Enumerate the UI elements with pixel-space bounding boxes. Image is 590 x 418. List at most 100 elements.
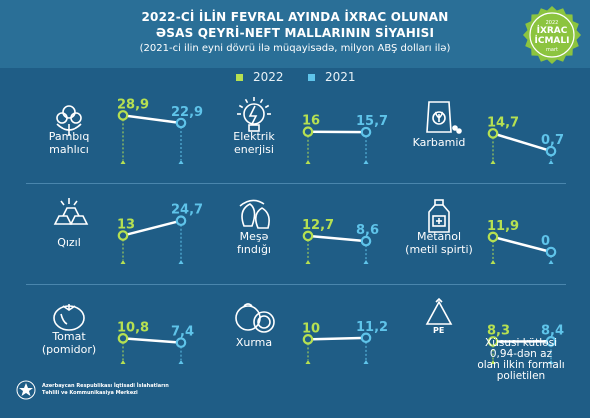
base-marker-2022-1 — [305, 160, 311, 164]
base-marker-2021-7 — [363, 360, 369, 364]
point-2021-8 — [545, 336, 557, 347]
lightbulb-icon — [237, 97, 271, 132]
footer-org-line1: Azərbaycan Respublikası İqtisadi İslahat… — [42, 383, 169, 389]
item-label-4: Meşə fındığı — [237, 229, 271, 256]
base-marker-2021-3 — [178, 260, 184, 264]
base-marker-2021-6 — [178, 360, 184, 364]
bottle-icon — [428, 199, 450, 233]
base-marker-2022-7 — [305, 360, 311, 364]
point-2022-4 — [302, 230, 314, 242]
state-emblem-icon — [16, 380, 36, 400]
series-line-0 — [122, 114, 182, 125]
legend-swatch-2022 — [236, 73, 243, 81]
base-marker-2022-6 — [120, 360, 126, 364]
base-marker-2022-8 — [490, 360, 496, 364]
value-label-2022-5: 11,9 — [487, 219, 519, 234]
badge-year: 2022 — [545, 20, 559, 26]
point-2022-8 — [487, 336, 499, 347]
value-label-2022-8: 8,3 — [487, 323, 510, 338]
base-marker-2022-0 — [120, 160, 126, 164]
item-label-8: Xüsusi kütləsi 0,94-dən az olan ilkin fo… — [477, 337, 565, 382]
item-label-3: Qızıl — [57, 236, 81, 249]
series-line-5 — [492, 235, 552, 254]
badge-seal-icon — [523, 6, 581, 64]
point-2021-3 — [175, 215, 187, 227]
series-line-6 — [122, 337, 182, 344]
page-title-line2: ƏSAS QEYRİ-NEFT MALLARININ SİYAHISI — [155, 26, 435, 40]
legend-item-2021: 2021 — [308, 70, 356, 84]
item-label-5: Metanol (metil spirti) — [405, 229, 473, 256]
tomato-icon — [53, 304, 85, 331]
base-marker-2021-1 — [363, 160, 369, 164]
value-label-2021-7: 11,2 — [356, 320, 388, 335]
badge-line1: İXRAC — [536, 26, 568, 36]
gold-bars-icon — [53, 198, 89, 225]
persimmon-icon — [235, 303, 275, 333]
point-2022-0 — [117, 110, 129, 121]
value-label-2022-0: 28,9 — [117, 97, 149, 112]
point-2021-7 — [360, 332, 372, 344]
legend-label-2021: 2021 — [325, 70, 356, 84]
row-divider-2 — [26, 284, 566, 285]
point-2021-5 — [545, 246, 557, 258]
point-2022-2 — [487, 128, 499, 139]
export-review-badge: 2022 İXRAC İCMALI mart — [522, 5, 582, 65]
fertilizer-bag-icon — [426, 101, 462, 134]
point-2021-2 — [545, 145, 557, 157]
item-label-1: Elektrik enerjisi — [233, 129, 275, 156]
base-marker-2022-4 — [305, 260, 311, 264]
base-marker-2021-5 — [548, 260, 554, 264]
item-label-0: Pambıq mahlıcı — [48, 129, 90, 156]
value-label-2022-4: 12,7 — [302, 218, 334, 233]
value-label-2022-1: 16 — [302, 114, 320, 129]
series-line-3 — [122, 219, 182, 237]
base-marker-2022-5 — [490, 260, 496, 264]
header: 2022-Cİ İLİN FEVRAL AYINDA İXRAC OLUNAN … — [0, 0, 590, 68]
base-marker-2022-2 — [490, 160, 496, 164]
point-2022-6 — [117, 333, 129, 344]
point-2021-6 — [175, 337, 187, 348]
series-line-2 — [492, 132, 552, 153]
value-label-2022-3: 13 — [117, 218, 135, 233]
value-label-2022-2: 14,7 — [487, 115, 519, 130]
legend-item-2022: 2022 — [236, 70, 284, 84]
base-marker-2021-8 — [548, 360, 554, 364]
value-label-2021-0: 22,9 — [171, 105, 203, 120]
page-subtitle: (2021-ci ilin eyni dövrü ilə müqayisədə,… — [139, 43, 451, 54]
badge-line2: İCMALI — [534, 36, 570, 46]
hazelnut-icon — [239, 199, 270, 229]
legend-swatch-2021 — [308, 73, 315, 81]
page-title-line1: 2022-Cİ İLİN FEVRAL AYINDA İXRAC OLUNAN — [141, 10, 449, 24]
value-label-2021-4: 8,6 — [356, 223, 379, 238]
point-2021-0 — [175, 117, 187, 129]
value-label-2021-1: 15,7 — [356, 114, 388, 129]
base-marker-2022-3 — [120, 260, 126, 264]
point-2022-7 — [302, 334, 314, 345]
base-marker-2021-4 — [363, 260, 369, 264]
chart-legend: 2022 2021 — [0, 70, 590, 86]
item-label-2: Karbamid — [412, 136, 466, 149]
series-line-4 — [307, 234, 367, 243]
value-label-2021-3: 24,7 — [171, 203, 203, 218]
footer: Azərbaycan Respublikası İqtisadi İslahat… — [16, 380, 169, 400]
base-marker-2021-2 — [548, 160, 554, 164]
item-label-7: Xurma — [235, 336, 273, 349]
value-label-2021-2: 0,7 — [541, 133, 564, 148]
point-2021-1 — [360, 126, 372, 138]
point-2022-3 — [117, 230, 129, 241]
item-label-6: Tomat (pomidor) — [41, 329, 97, 356]
footer-org-line2: Təhlili və Kommunikasiya Mərkəzi — [42, 390, 138, 396]
cotton-icon — [56, 105, 82, 136]
pe-icon-label: PE — [433, 326, 444, 335]
legend-label-2022: 2022 — [253, 70, 284, 84]
row-divider-1 — [26, 183, 566, 184]
value-label-2021-8: 8,4 — [541, 323, 564, 338]
base-marker-2021-0 — [178, 160, 184, 164]
value-label-2022-7: 10 — [302, 321, 320, 336]
value-label-2021-5: 0 — [541, 234, 550, 249]
point-2022-1 — [302, 126, 314, 138]
badge-month: mart — [546, 47, 558, 53]
point-2022-5 — [487, 231, 499, 243]
point-2021-4 — [360, 235, 372, 247]
